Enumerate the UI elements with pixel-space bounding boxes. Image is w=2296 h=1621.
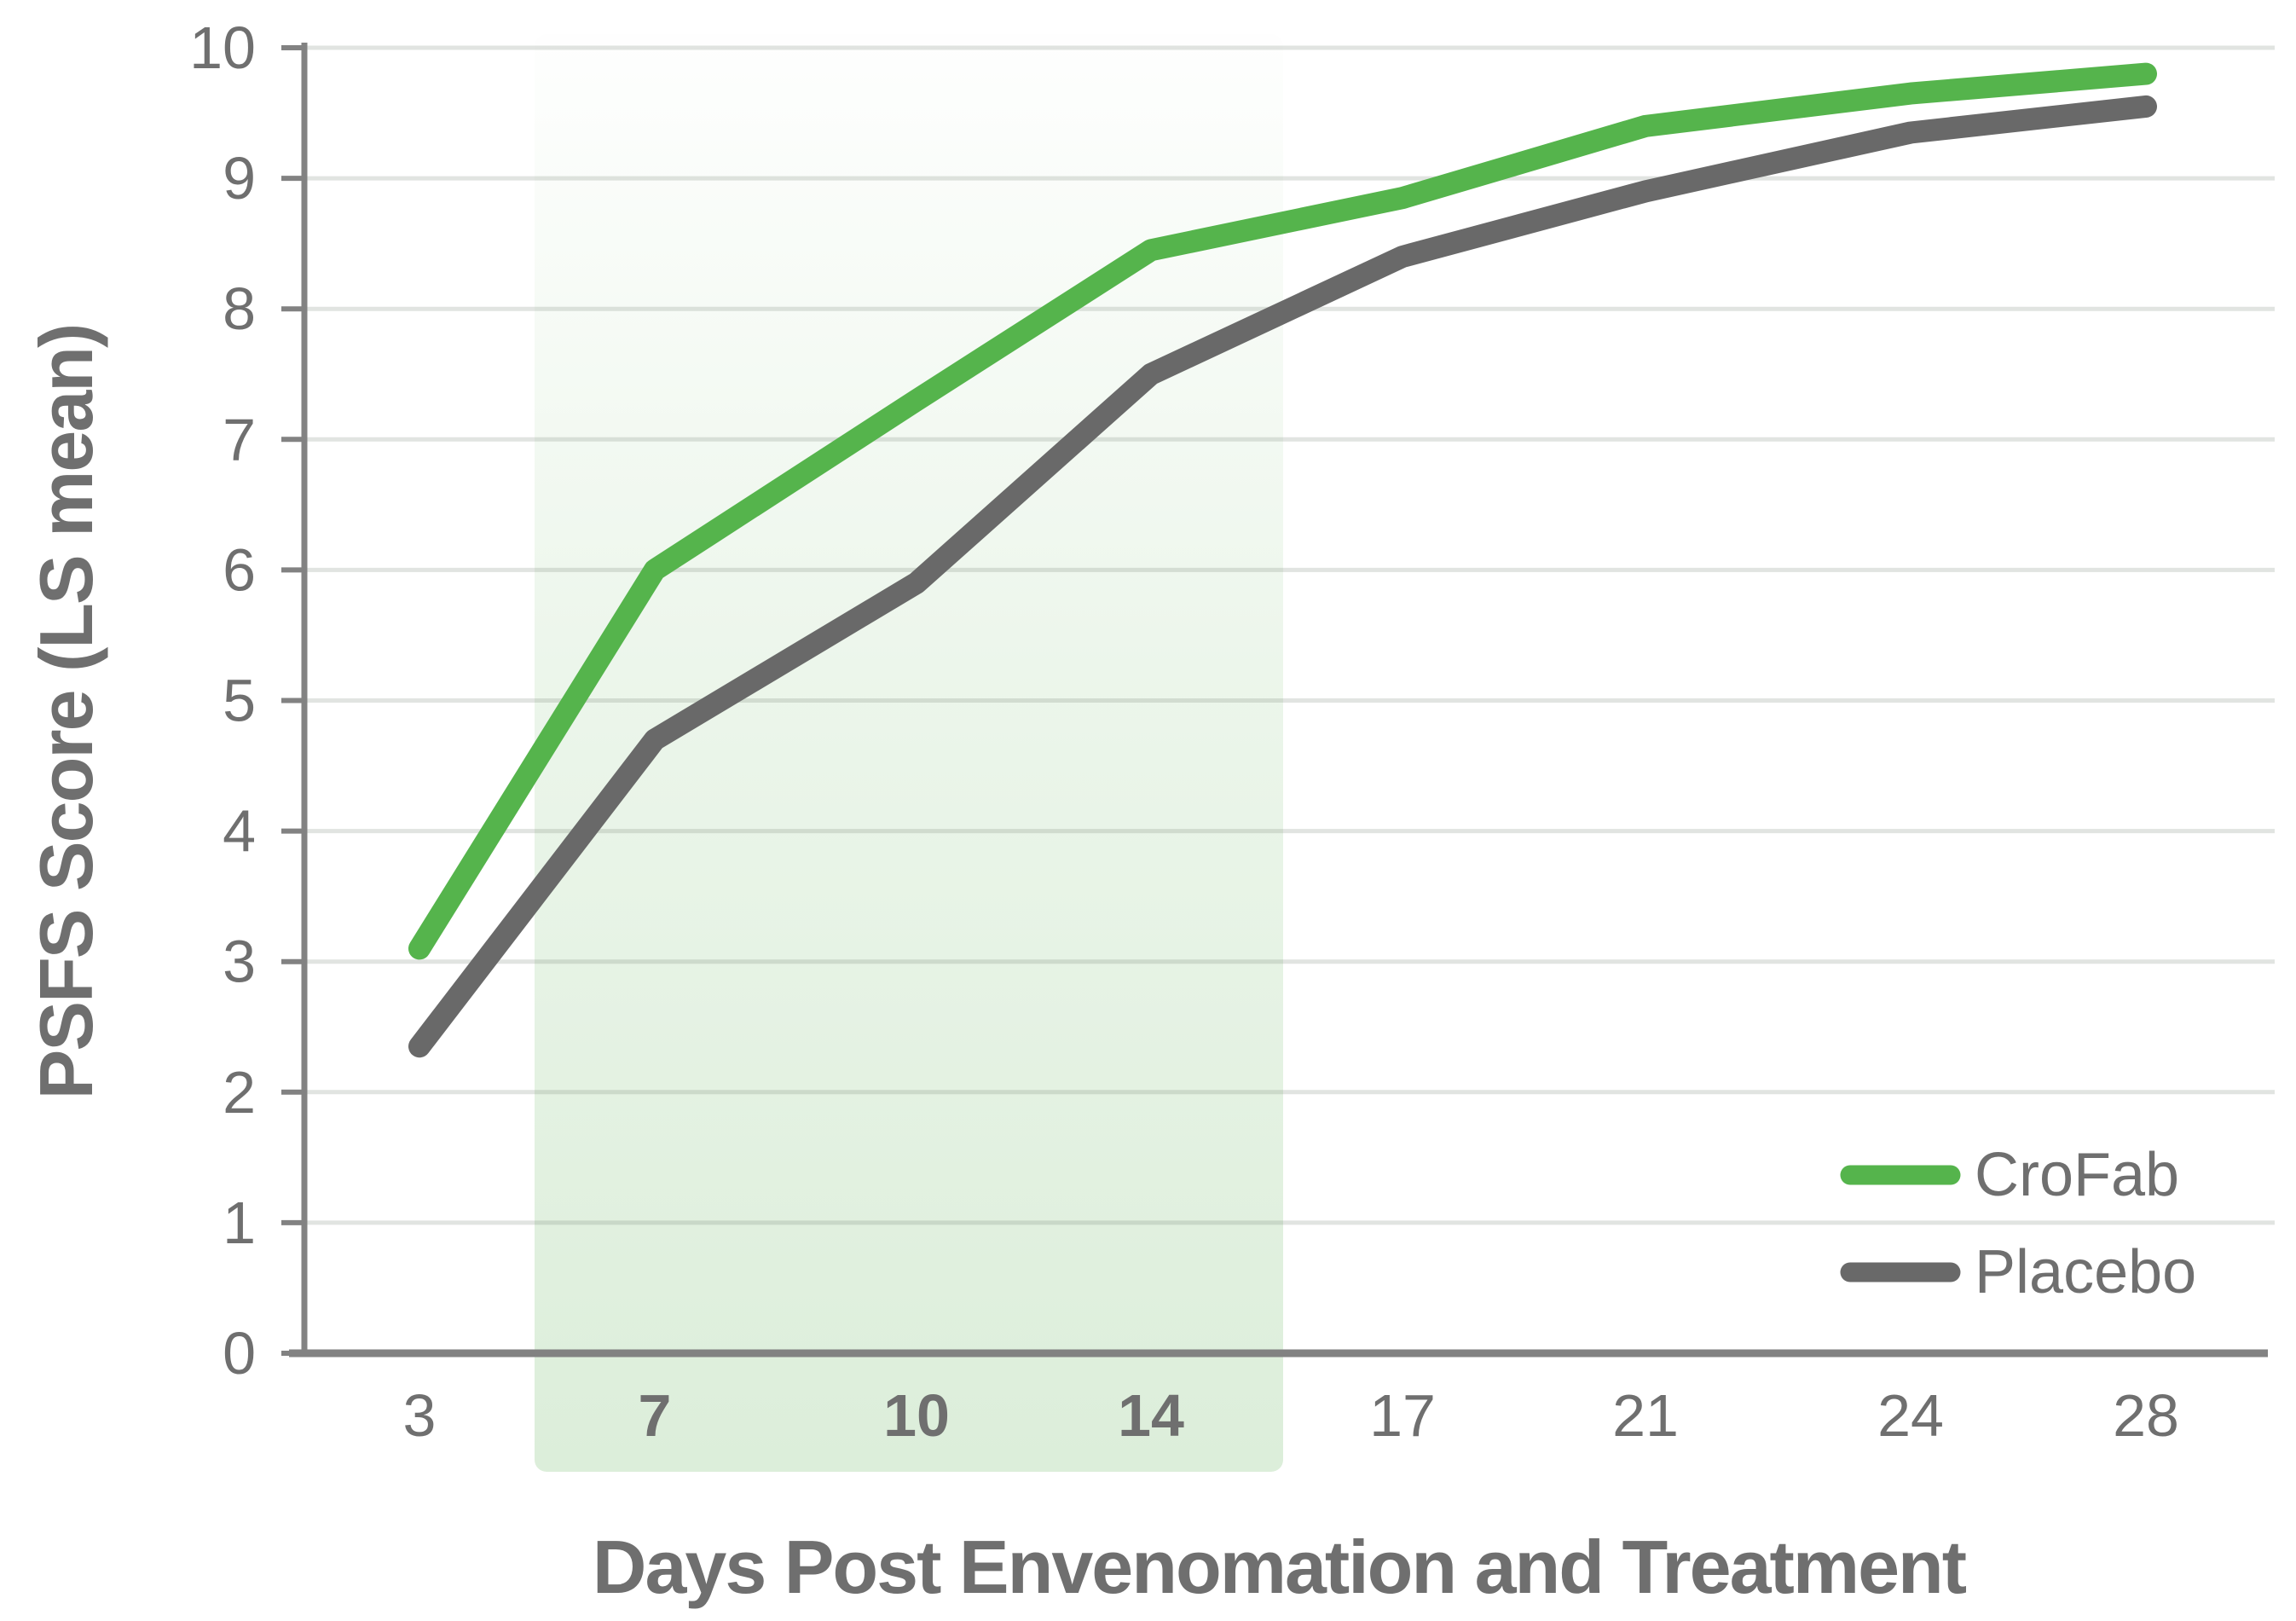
x-tick-label-21: 21: [1612, 1382, 1679, 1449]
y-tick-label-6: 6: [223, 536, 256, 603]
highlight-band-days-7-14: [535, 34, 1283, 1472]
x-tick-label-10: 10: [883, 1382, 950, 1449]
legend-label-crofab: CroFab: [1975, 1141, 2179, 1209]
legend-label-placebo: Placebo: [1975, 1238, 2196, 1306]
series-line-crofab: [408, 62, 2157, 960]
x-tick-label-3: 3: [403, 1382, 437, 1449]
y-tick-label-2: 2: [223, 1059, 256, 1126]
x-tick-label-7: 7: [639, 1382, 672, 1449]
y-tick-label-4: 4: [223, 798, 256, 865]
y-axis-title: PSFS Score (LS mean): [24, 325, 108, 1100]
legend: CroFab Placebo: [1840, 1141, 2196, 1306]
y-tick-label-3: 3: [223, 929, 256, 995]
y-tick-label-1: 1: [223, 1190, 256, 1256]
y-tick-label-5: 5: [223, 668, 256, 734]
x-axis-title: Days Post Envenomation and Treatment: [593, 1525, 1967, 1609]
x-tick-label-17: 17: [1369, 1382, 1436, 1449]
y-tick-label-9: 9: [223, 145, 256, 211]
y-tick-label-8: 8: [223, 275, 256, 342]
x-tick-label-28: 28: [2113, 1382, 2179, 1449]
x-tick-label-24: 24: [1877, 1382, 1944, 1449]
y-tick-label-7: 7: [223, 406, 256, 472]
y-tick-label-10: 10: [189, 14, 256, 81]
series-line-placebo: [408, 95, 2157, 1058]
y-tick-label-0: 0: [223, 1320, 256, 1387]
x-tick-label-14: 14: [1118, 1382, 1184, 1449]
